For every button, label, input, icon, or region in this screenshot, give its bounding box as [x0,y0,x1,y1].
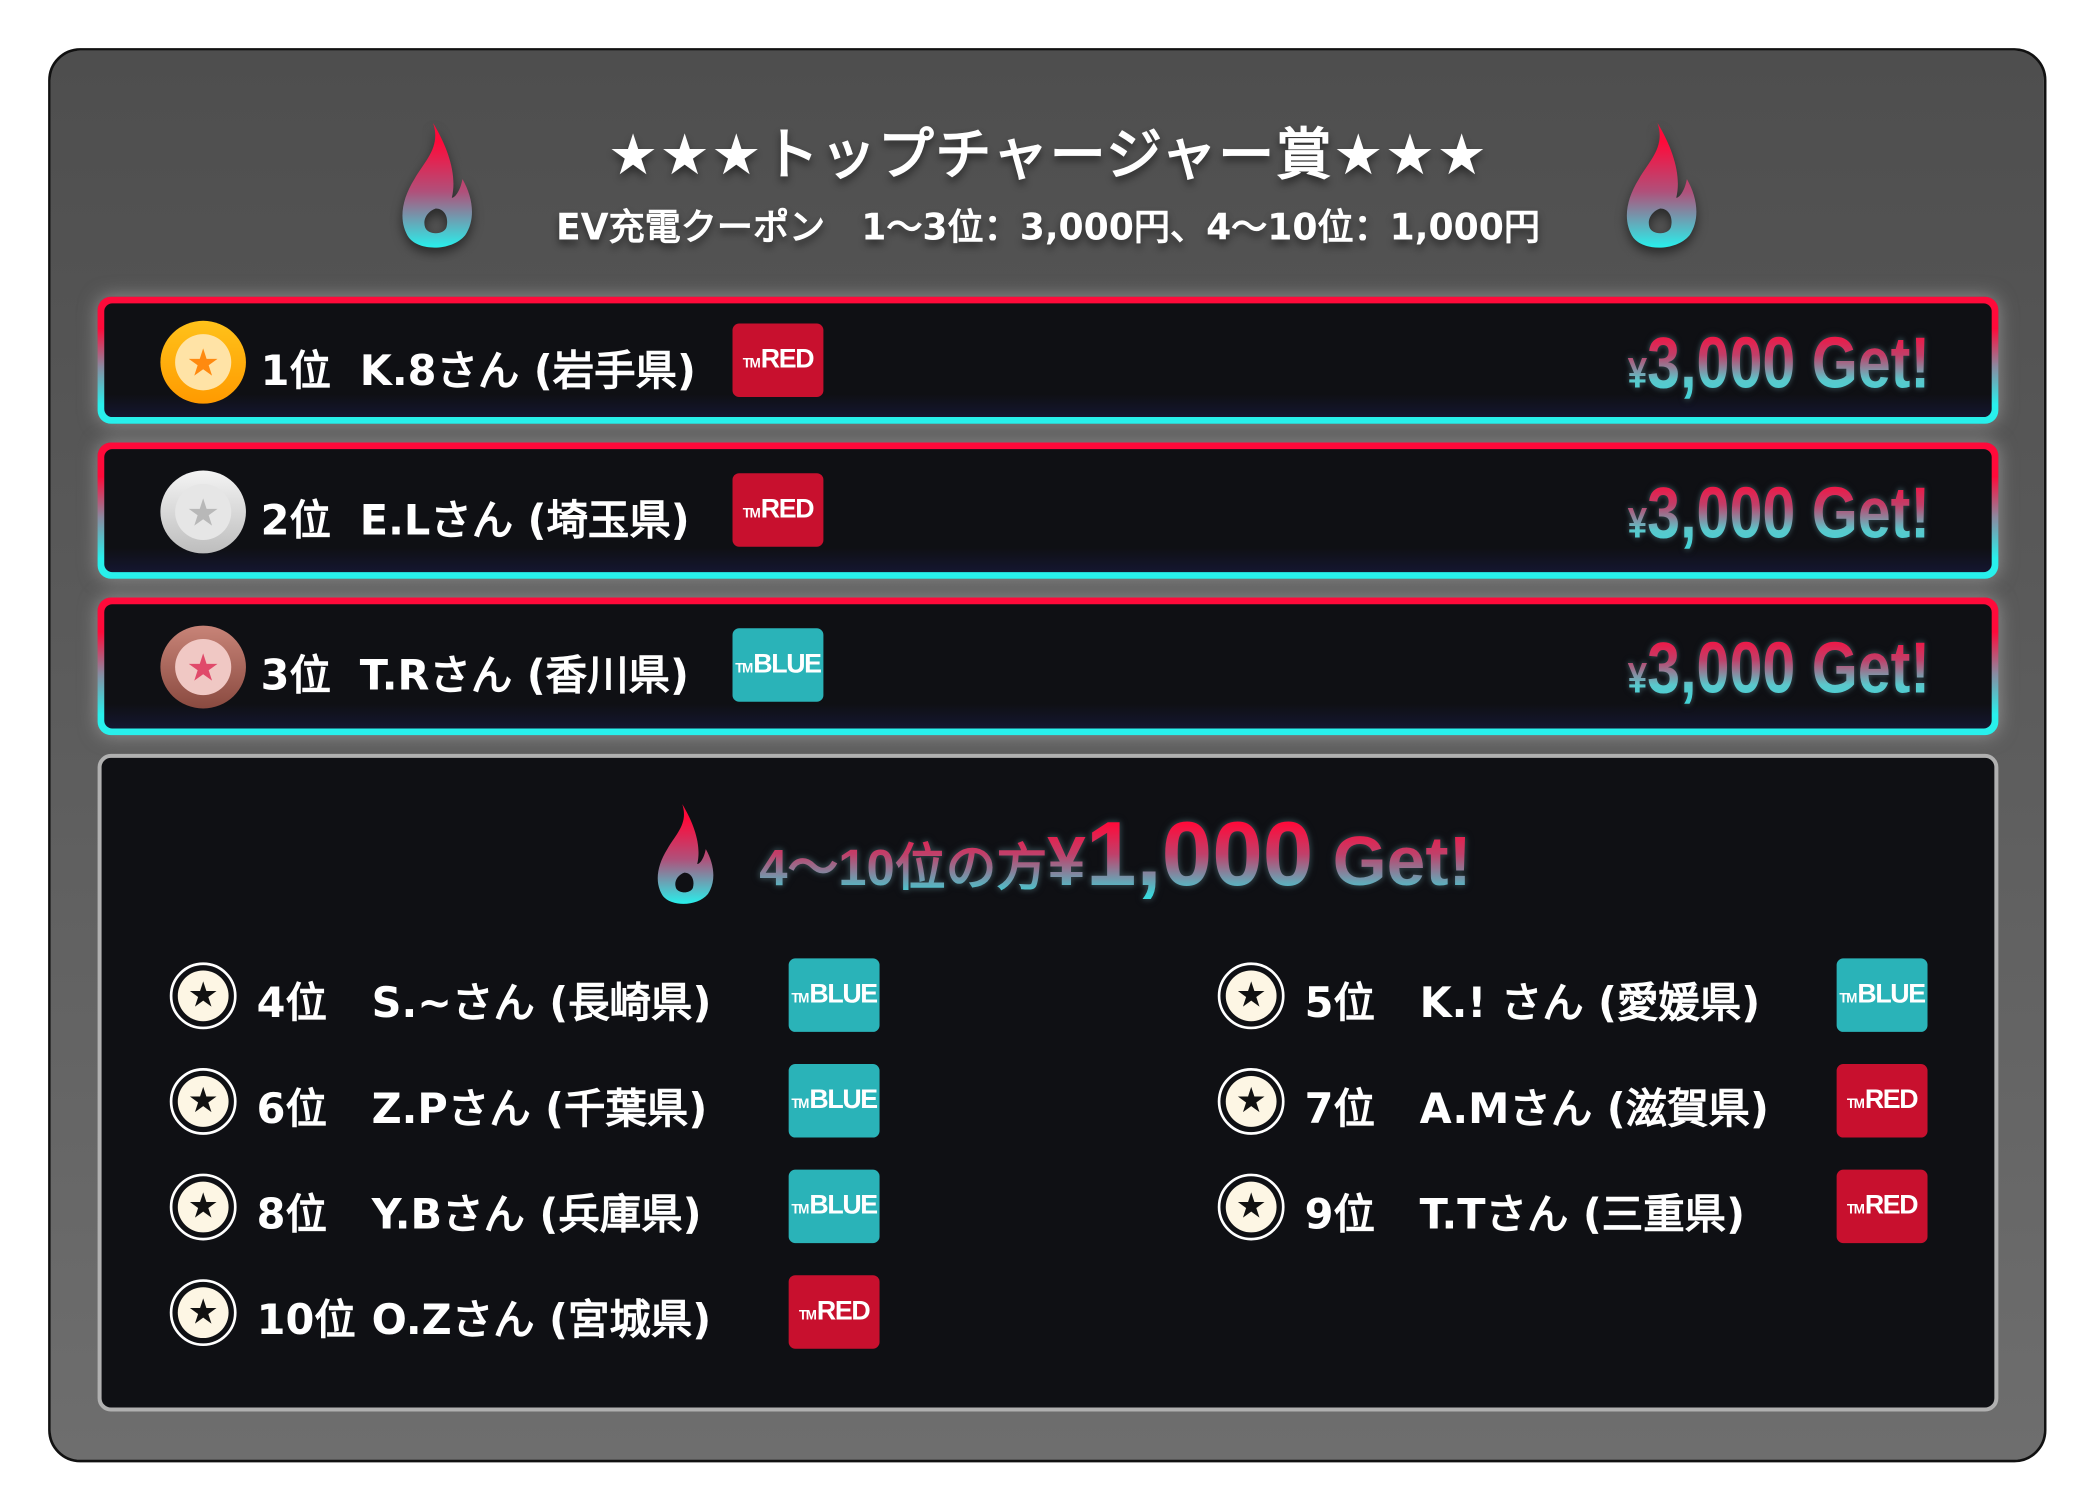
winner-name: K.! さん (愛媛県) [1419,979,1761,1028]
team-badge: TM BLUE [1836,958,1928,1032]
rank-label: 1位 [260,347,331,396]
lower-ranks-panel [97,753,1999,1412]
star-medal-icon: ★ [169,962,237,1030]
rank-label: 7位 [1304,1085,1375,1134]
rank-label: 4位 [256,979,327,1028]
winner-name: T.Tさん (三重県) [1419,1190,1746,1240]
team-badge: TM BLUE [732,628,824,702]
winner-name: S.~さん (長崎県) [371,979,712,1028]
rank-label: 5位 [1304,979,1375,1028]
star-medal-icon: ★ [169,1279,237,1347]
rank-row-1: ★ 1位 K.8さん (岩手県) TM RED ¥3,000 Get! [97,296,1999,424]
rank-row-3: ★ 3位 T.Rさん (香川県) TM BLUE ¥3,000 Get! [97,597,1999,736]
prize-amount: ¥3,000 Get! [1627,323,1931,404]
rank-label: 6位 [256,1085,327,1134]
winner-name: O.Zさん (宮城県) [371,1296,712,1345]
star-medal-icon: ★ [1217,962,1285,1030]
winner-name: T.Rさん (香川県) [359,652,689,701]
star-medal-icon: ★ [1217,1173,1285,1241]
winner-name: Z.Pさん (千葉県) [371,1085,708,1134]
team-badge: TM RED [732,473,824,547]
winner-name: A.Mさん (滋賀県) [1419,1085,1769,1134]
star-medal-icon: ★ [169,1173,237,1241]
team-badge: TM BLUE [788,1169,880,1244]
page-title: ★★★トップチャージャー賞★★★ [607,121,1489,188]
rank-label: 2位 [260,497,331,546]
flame-icon [644,802,724,909]
winner-name: E.Lさん (埼玉県) [359,497,690,546]
star-medal-icon: ★ [1217,1068,1285,1135]
prize-amount: ¥3,000 Get! [1627,473,1931,554]
team-badge: TM BLUE [788,958,880,1032]
rank-label: 8位 [256,1190,327,1240]
prize-amount: ¥3,000 Get! [1627,628,1931,709]
gold-medal-icon: ★ [160,320,246,404]
bronze-medal-icon: ★ [160,625,246,709]
team-badge: TM RED [732,323,824,397]
team-badge: TM RED [1836,1169,1928,1244]
star-medal-icon: ★ [169,1068,237,1135]
team-badge: TM RED [1836,1064,1928,1138]
rank-label: 10位 [256,1296,356,1345]
rank-label: 3位 [260,652,331,701]
winner-name: K.8さん (岩手県) [359,347,696,396]
silver-medal-icon: ★ [160,470,246,554]
rank-label: 9位 [1304,1190,1375,1240]
page-subtitle: EV充電クーポン 1〜3位：3,000円、4〜10位：1,000円 [556,207,1540,249]
lower-heading: 4〜10位の方¥1,000 Get! [759,803,1472,905]
team-badge: TM RED [788,1275,880,1349]
winner-name: Y.Bさん (兵庫県) [371,1190,702,1240]
rank-row-2: ★ 2位 E.Lさん (埼玉県) TM RED ¥3,000 Get! [97,442,1999,579]
team-badge: TM BLUE [788,1064,880,1138]
